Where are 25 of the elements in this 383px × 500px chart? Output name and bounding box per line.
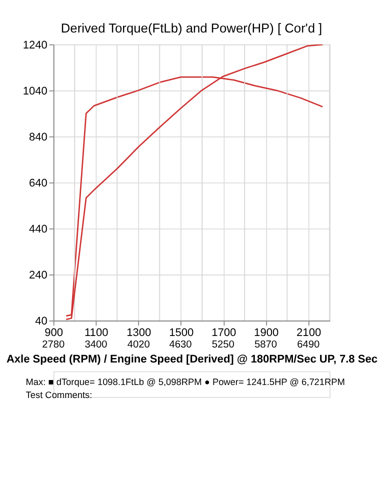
x2-tick-label: 5250 <box>212 339 235 350</box>
x2-tick-label: 6490 <box>297 339 320 350</box>
y-tick-label: 1040 <box>22 86 48 98</box>
y-tick-label: 240 <box>29 270 48 282</box>
x2-tick-label: 4020 <box>127 339 150 350</box>
y-tick-label: 40 <box>35 316 48 328</box>
x2-tick-label: 2780 <box>42 339 66 350</box>
x-tick-label: 1900 <box>254 326 279 339</box>
x-axis-title: Axle Speed (RPM) / Engine Speed [Derived] @ 180RPM/Sec UP, 7.8 Sec <box>6 353 378 366</box>
x-tick-label: 1700 <box>212 326 236 339</box>
x-tick-label: 1300 <box>126 326 152 339</box>
text: Max: ■ dTorque= 1098.1FtLb @ 5,098RPM ● Power= 1241.5HP @ 6,721RPM <box>26 377 345 388</box>
y-tick-label: 440 <box>29 224 48 236</box>
text: Test Comments: <box>26 390 92 400</box>
y-tick-label: 1240 <box>22 40 48 52</box>
y-tick-label: 840 <box>29 132 48 144</box>
x-tick-label: 900 <box>44 326 64 339</box>
y-tick-label: 640 <box>29 178 48 190</box>
x-tick-label: 1500 <box>169 326 194 339</box>
x2-tick-label: 4630 <box>169 339 192 350</box>
x2-tick-label: 5870 <box>254 339 278 350</box>
x-tick-label: 1100 <box>84 326 108 339</box>
x2-tick-label: 3400 <box>84 339 108 350</box>
x-tick-label: 2100 <box>296 326 322 339</box>
chart-title: Derived Torque(FtLb) and Power(HP) [ Cor'd ] <box>60 20 322 36</box>
